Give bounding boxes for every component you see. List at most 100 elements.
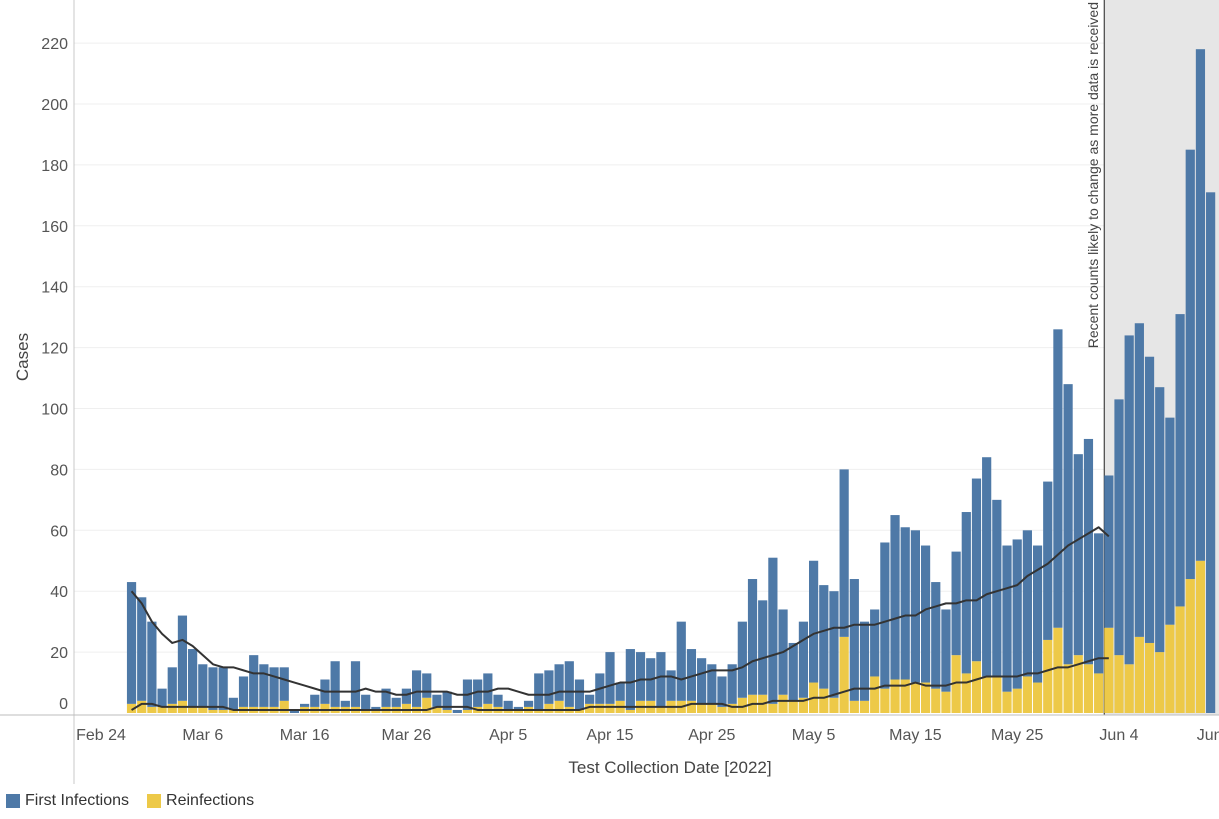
bar-reinfections[interactable] bbox=[1053, 627, 1063, 713]
bar-first-infections[interactable] bbox=[1124, 335, 1134, 665]
bar-reinfections[interactable] bbox=[554, 700, 564, 713]
bar-reinfections[interactable] bbox=[361, 709, 371, 713]
bar-first-infections[interactable] bbox=[208, 667, 218, 710]
bar-reinfections[interactable] bbox=[1032, 682, 1043, 713]
bar-first-infections[interactable] bbox=[1165, 417, 1175, 625]
bar-first-infections[interactable] bbox=[534, 673, 544, 710]
bar-first-infections[interactable] bbox=[971, 478, 982, 662]
bar-first-infections[interactable] bbox=[849, 579, 859, 701]
bar-reinfections[interactable] bbox=[1073, 655, 1083, 713]
bar-first-infections[interactable] bbox=[177, 615, 188, 701]
bar-reinfections[interactable] bbox=[544, 703, 554, 713]
bar-first-infections[interactable] bbox=[910, 530, 920, 683]
bar-reinfections[interactable] bbox=[1155, 652, 1165, 713]
bar-first-infections[interactable] bbox=[859, 621, 870, 701]
bar-reinfections[interactable] bbox=[798, 697, 809, 713]
bar-first-infections[interactable] bbox=[931, 582, 941, 689]
bar-reinfections[interactable] bbox=[147, 706, 157, 713]
bar-reinfections[interactable] bbox=[992, 676, 1002, 713]
bar-first-infections[interactable] bbox=[401, 688, 411, 704]
bar-first-infections[interactable] bbox=[523, 700, 534, 707]
bar-reinfections[interactable] bbox=[737, 697, 747, 713]
bar-reinfections[interactable] bbox=[920, 682, 931, 713]
bar-reinfections[interactable] bbox=[849, 700, 859, 713]
bar-reinfections[interactable] bbox=[910, 682, 920, 713]
bar-first-infections[interactable] bbox=[747, 579, 758, 695]
bar-reinfections[interactable] bbox=[707, 703, 717, 713]
bar-first-infections[interactable] bbox=[289, 709, 300, 713]
bar-first-infections[interactable] bbox=[554, 664, 564, 701]
bar-first-infections[interactable] bbox=[788, 642, 798, 701]
bar-first-infections[interactable] bbox=[238, 676, 249, 707]
legend-item-first-infections[interactable]: First Infections bbox=[6, 792, 129, 810]
bar-reinfections[interactable] bbox=[1144, 642, 1155, 713]
bar-reinfections[interactable] bbox=[859, 700, 870, 713]
bar-reinfections[interactable] bbox=[228, 709, 238, 713]
bar-reinfections[interactable] bbox=[218, 709, 228, 713]
bar-first-infections[interactable] bbox=[310, 694, 320, 707]
bar-reinfections[interactable] bbox=[483, 703, 493, 713]
bar-first-infections[interactable] bbox=[269, 667, 279, 707]
bar-first-infections[interactable] bbox=[1104, 475, 1114, 628]
bar-reinfections[interactable] bbox=[839, 636, 849, 713]
bar-first-infections[interactable] bbox=[1155, 387, 1165, 653]
bar-reinfections[interactable] bbox=[656, 706, 666, 713]
bar-reinfections[interactable] bbox=[503, 709, 513, 713]
bar-reinfections[interactable] bbox=[401, 703, 411, 713]
bar-reinfections[interactable] bbox=[717, 706, 727, 713]
bar-first-infections[interactable] bbox=[493, 694, 503, 707]
bar-reinfections[interactable] bbox=[371, 709, 381, 713]
bar-reinfections[interactable] bbox=[625, 709, 635, 713]
bar-first-infections[interactable] bbox=[249, 655, 259, 707]
bar-first-infections[interactable] bbox=[707, 664, 717, 704]
bar-reinfections[interactable] bbox=[971, 661, 982, 713]
bar-first-infections[interactable] bbox=[1063, 384, 1073, 665]
bar-first-infections[interactable] bbox=[1012, 539, 1022, 689]
bar-first-infections[interactable] bbox=[625, 649, 635, 710]
bar-reinfections[interactable] bbox=[432, 706, 442, 713]
bar-first-infections[interactable] bbox=[137, 597, 147, 701]
bar-first-infections[interactable] bbox=[1114, 399, 1124, 656]
bar-first-infections[interactable] bbox=[167, 667, 177, 704]
bar-first-infections[interactable] bbox=[503, 700, 513, 710]
bar-reinfections[interactable] bbox=[442, 709, 452, 713]
bar-reinfections[interactable] bbox=[697, 703, 707, 713]
bar-reinfections[interactable] bbox=[951, 655, 961, 713]
bar-first-infections[interactable] bbox=[1185, 149, 1195, 580]
bar-reinfections[interactable] bbox=[1063, 664, 1073, 713]
bar-reinfections[interactable] bbox=[1195, 560, 1206, 713]
bar-first-infections[interactable] bbox=[330, 661, 340, 707]
bar-first-infections[interactable] bbox=[1032, 545, 1043, 683]
bar-first-infections[interactable] bbox=[676, 621, 686, 701]
bar-first-infections[interactable] bbox=[391, 697, 401, 707]
bar-first-infections[interactable] bbox=[686, 649, 697, 701]
bar-reinfections[interactable] bbox=[900, 679, 910, 713]
bar-first-infections[interactable] bbox=[768, 557, 778, 704]
bar-reinfections[interactable] bbox=[208, 709, 218, 713]
bar-first-infections[interactable] bbox=[228, 697, 238, 710]
bar-first-infections[interactable] bbox=[982, 457, 992, 677]
bar-first-infections[interactable] bbox=[1002, 545, 1012, 692]
bar-first-infections[interactable] bbox=[350, 661, 361, 707]
bar-first-infections[interactable] bbox=[432, 694, 442, 707]
bar-first-infections[interactable] bbox=[1175, 314, 1185, 607]
bar-first-infections[interactable] bbox=[585, 694, 595, 704]
bar-first-infections[interactable] bbox=[666, 670, 676, 701]
bar-reinfections[interactable] bbox=[890, 679, 900, 713]
bar-reinfections[interactable] bbox=[534, 709, 544, 713]
bar-reinfections[interactable] bbox=[137, 700, 147, 713]
bar-reinfections[interactable] bbox=[1043, 639, 1053, 713]
bar-reinfections[interactable] bbox=[768, 703, 778, 713]
bar-first-infections[interactable] bbox=[737, 621, 747, 698]
bar-first-infections[interactable] bbox=[992, 499, 1002, 677]
bar-first-infections[interactable] bbox=[1094, 533, 1104, 674]
bar-reinfections[interactable] bbox=[1094, 673, 1104, 713]
bar-first-infections[interactable] bbox=[890, 515, 900, 680]
bar-reinfections[interactable] bbox=[1022, 676, 1032, 713]
bar-first-infections[interactable] bbox=[340, 700, 350, 707]
bar-reinfections[interactable] bbox=[1114, 655, 1124, 713]
bar-first-infections[interactable] bbox=[605, 652, 615, 704]
bar-reinfections[interactable] bbox=[605, 703, 615, 713]
bar-first-infections[interactable] bbox=[615, 682, 625, 701]
bar-first-infections[interactable] bbox=[513, 706, 523, 710]
